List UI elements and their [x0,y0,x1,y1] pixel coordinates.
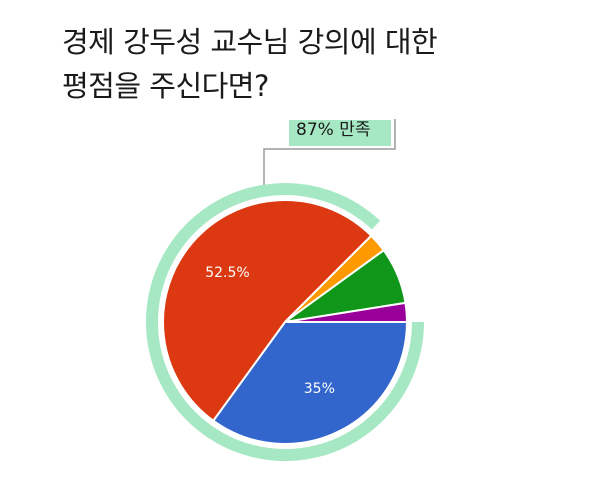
pie-slice-4 [284,301,409,323]
chart-title: 경제 강두성 교수님 강의에 대한 평점을 주신다면? [62,20,562,108]
callout-label: 87% 만족 [296,120,371,140]
chart-title-line-2: 평점을 주신다면? [62,69,269,103]
pie-slices [162,199,409,445]
chart-title-line-1: 경제 강두성 교수님 강의에 대한 [62,25,438,59]
satisfaction-ring [146,183,424,461]
slice-label-0: 35% [303,381,335,398]
slice-label-1: 52.5% [205,264,250,281]
satisfaction-ring-arc [146,183,424,461]
callout-label-bg [289,120,391,146]
callout-leader-line [263,119,396,190]
pie-slice-0 [211,321,409,445]
pie-slice-1 [162,199,373,423]
